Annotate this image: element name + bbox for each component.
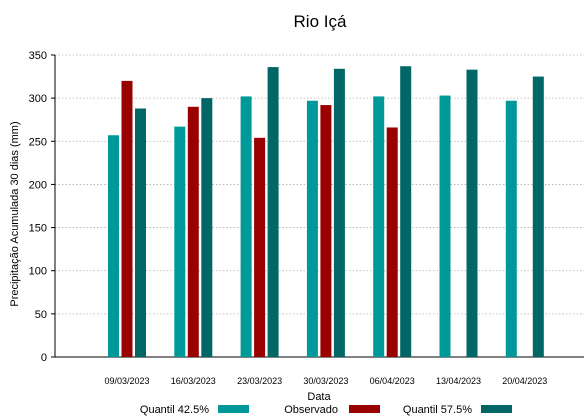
bar	[108, 135, 119, 357]
y-tick-label: 200	[29, 179, 47, 191]
y-tick-label: 0	[41, 352, 47, 364]
y-tick-label: 300	[29, 93, 47, 105]
x-tick-label: 23/03/2023	[237, 376, 282, 386]
legend-label: Quantil 42.5%	[140, 404, 209, 416]
x-tick-labels: 09/03/2023 16/03/2023 23/03/2023 30/03/2023…	[104, 376, 547, 386]
bar	[320, 105, 332, 357]
bars	[108, 66, 544, 358]
bar	[333, 68, 345, 357]
bar	[201, 98, 213, 358]
legend-label: Observado	[284, 404, 338, 416]
bar	[254, 137, 266, 357]
bar	[187, 106, 199, 358]
y-tick-label: 50	[35, 309, 47, 321]
y-axis-label: Precipitação Acumulada 30 dias (mm)	[9, 121, 21, 306]
legend-swatch	[218, 405, 249, 413]
legend-swatch	[349, 405, 380, 413]
bar	[466, 69, 478, 357]
bar	[121, 80, 133, 357]
chart-title: Rio Içá	[294, 12, 347, 31]
legend: Quantil 42.5% Observado Quantil 57.5%	[140, 404, 512, 416]
bar	[135, 108, 146, 357]
y-tick-label: 150	[29, 223, 47, 235]
bar	[386, 127, 398, 357]
bar	[532, 76, 544, 358]
bar	[439, 95, 451, 357]
bar	[400, 66, 412, 358]
y-tick-labels: 0 50 100 150 200 250 300 350	[29, 50, 47, 364]
x-tick-label: 20/04/2023	[502, 376, 547, 386]
x-tick-label: 06/04/2023	[370, 376, 415, 386]
bar	[505, 100, 517, 357]
x-tick-label: 16/03/2023	[171, 376, 216, 386]
legend-swatch	[481, 405, 512, 413]
bar	[306, 100, 318, 357]
x-tick-label: 13/04/2023	[436, 376, 481, 386]
gridlines	[55, 54, 584, 315]
x-tick-label: 09/03/2023	[104, 376, 149, 386]
y-tick-label: 100	[29, 266, 47, 278]
y-tick-label: 350	[29, 50, 47, 62]
bar	[267, 67, 279, 357]
legend-label: Quantil 57.5%	[403, 404, 472, 416]
bar	[373, 96, 385, 357]
x-tick-label: 30/03/2023	[303, 376, 348, 386]
bar	[174, 126, 186, 357]
x-axis-label: Data	[307, 391, 331, 403]
bar	[240, 96, 252, 357]
y-tick-label: 250	[29, 136, 47, 148]
